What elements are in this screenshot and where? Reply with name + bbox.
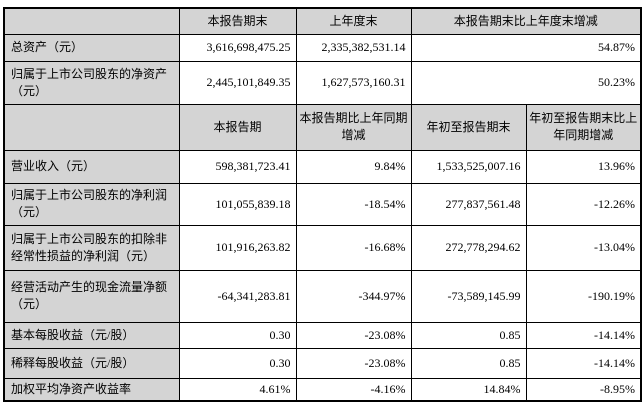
cell-basic-eps-period-change: -23.08% bbox=[295, 321, 412, 349]
cell-operating-revenue-period: 598,381,723.41 bbox=[178, 149, 297, 184]
financial-summary-table: 本报告期末 上年度末 本报告期末比上年度末增减 总资产（元） 3,616,698… bbox=[3, 7, 643, 402]
row-label-total-assets: 总资产（元） bbox=[3, 33, 180, 62]
cell-basic-eps-ytd: 0.85 bbox=[410, 321, 527, 349]
cell-roe-period-change: -4.16% bbox=[295, 377, 412, 402]
table-row-operating-revenue: 营业收入（元） 598,381,723.41 9.84% 1,533,525,0… bbox=[3, 149, 642, 184]
row-label-weighted-avg-roe: 加权平均净资产收益率 bbox=[3, 377, 180, 402]
cell-excl-nonrecurring-period-change: -16.68% bbox=[295, 224, 412, 271]
cell-operating-revenue-ytd-change: 13.96% bbox=[525, 149, 642, 184]
table-row-operating-cash-flow: 经营活动产生的现金流量净额（元） -64,341,283.81 -344.97%… bbox=[3, 269, 642, 323]
cell-operating-revenue-period-change: 9.84% bbox=[295, 149, 412, 184]
row-label-net-profit: 归属于上市公司股东的净利润（元） bbox=[3, 182, 180, 226]
cell-diluted-eps-ytd: 0.85 bbox=[410, 347, 527, 379]
cell-cash-flow-period: -64,341,283.81 bbox=[178, 269, 297, 323]
cell-operating-revenue-ytd: 1,533,525,007.16 bbox=[410, 149, 527, 184]
table-row-weighted-avg-roe: 加权平均净资产收益率 4.61% -4.16% 14.84% -8.95% bbox=[3, 377, 642, 402]
row-label-operating-cash-flow: 经营活动产生的现金流量净额（元） bbox=[3, 269, 180, 323]
row-label-basic-eps: 基本每股收益（元/股） bbox=[3, 321, 180, 349]
cell-net-assets-prior: 1,627,573,160.31 bbox=[295, 60, 412, 105]
cell-net-assets-change: 50.23% bbox=[410, 60, 642, 105]
cell-net-assets-current: 2,445,101,849.35 bbox=[178, 60, 297, 105]
col-header-ytd-vs-same-period: 年初至报告期末比上年同期增减 bbox=[525, 103, 642, 151]
header-row-period-end: 本报告期末 上年度末 本报告期末比上年度末增减 bbox=[3, 7, 642, 35]
cell-excl-nonrecurring-ytd: 272,778,294.62 bbox=[410, 224, 527, 271]
cell-excl-nonrecurring-period: 101,916,263.82 bbox=[178, 224, 297, 271]
table-row-net-assets: 归属于上市公司股东的净资产（元） 2,445,101,849.35 1,627,… bbox=[3, 60, 642, 105]
cell-total-assets-prior: 2,335,382,531.14 bbox=[295, 33, 412, 62]
cell-excl-nonrecurring-ytd-change: -13.04% bbox=[525, 224, 642, 271]
cell-roe-period: 4.61% bbox=[178, 377, 297, 402]
table-row-net-profit: 归属于上市公司股东的净利润（元） 101,055,839.18 -18.54% … bbox=[3, 182, 642, 226]
table-row-diluted-eps: 稀释每股收益（元/股） 0.30 -23.08% 0.85 -14.14% bbox=[3, 347, 642, 379]
header-blank-cell bbox=[3, 7, 180, 35]
cell-net-profit-period-change: -18.54% bbox=[295, 182, 412, 226]
cell-total-assets-current: 3,616,698,475.25 bbox=[178, 33, 297, 62]
cell-basic-eps-ytd-change: -14.14% bbox=[525, 321, 642, 349]
col-header-prior-year-end: 上年度末 bbox=[295, 7, 412, 35]
cell-net-profit-period: 101,055,839.18 bbox=[178, 182, 297, 226]
cell-net-profit-ytd: 277,837,561.48 bbox=[410, 182, 527, 226]
col-header-change-vs-prior-year-end: 本报告期末比上年度末增减 bbox=[410, 7, 642, 35]
col-header-current-period: 本报告期 bbox=[178, 103, 297, 151]
table-row-basic-eps: 基本每股收益（元/股） 0.30 -23.08% 0.85 -14.14% bbox=[3, 321, 642, 349]
cell-diluted-eps-period-change: -23.08% bbox=[295, 347, 412, 379]
cell-diluted-eps-ytd-change: -14.14% bbox=[525, 347, 642, 379]
header-row-reporting-period: 本报告期 本报告期比上年同期增减 年初至报告期末 年初至报告期末比上年同期增减 bbox=[3, 103, 642, 151]
cell-roe-ytd-change: -8.95% bbox=[525, 377, 642, 402]
table-row-total-assets: 总资产（元） 3,616,698,475.25 2,335,382,531.14… bbox=[3, 33, 642, 62]
cell-cash-flow-ytd-change: -190.19% bbox=[525, 269, 642, 323]
col-header-current-period-end: 本报告期末 bbox=[178, 7, 297, 35]
header-blank-cell-2 bbox=[3, 103, 180, 151]
col-header-current-vs-same-period: 本报告期比上年同期增减 bbox=[295, 103, 412, 151]
row-label-operating-revenue: 营业收入（元） bbox=[3, 149, 180, 184]
cell-cash-flow-period-change: -344.97% bbox=[295, 269, 412, 323]
row-label-net-assets: 归属于上市公司股东的净资产（元） bbox=[3, 60, 180, 105]
cell-net-profit-ytd-change: -12.26% bbox=[525, 182, 642, 226]
table-row-net-profit-excl-nonrecurring: 归属于上市公司股东的扣除非经常性损益的净利润（元） 101,916,263.82… bbox=[3, 224, 642, 271]
cell-cash-flow-ytd: -73,589,145.99 bbox=[410, 269, 527, 323]
cell-roe-ytd: 14.84% bbox=[410, 377, 527, 402]
row-label-net-profit-excl-nonrecurring: 归属于上市公司股东的扣除非经常性损益的净利润（元） bbox=[3, 224, 180, 271]
row-label-diluted-eps: 稀释每股收益（元/股） bbox=[3, 347, 180, 379]
col-header-ytd: 年初至报告期末 bbox=[410, 103, 527, 151]
cell-diluted-eps-period: 0.30 bbox=[178, 347, 297, 379]
cell-total-assets-change: 54.87% bbox=[410, 33, 642, 62]
cell-basic-eps-period: 0.30 bbox=[178, 321, 297, 349]
